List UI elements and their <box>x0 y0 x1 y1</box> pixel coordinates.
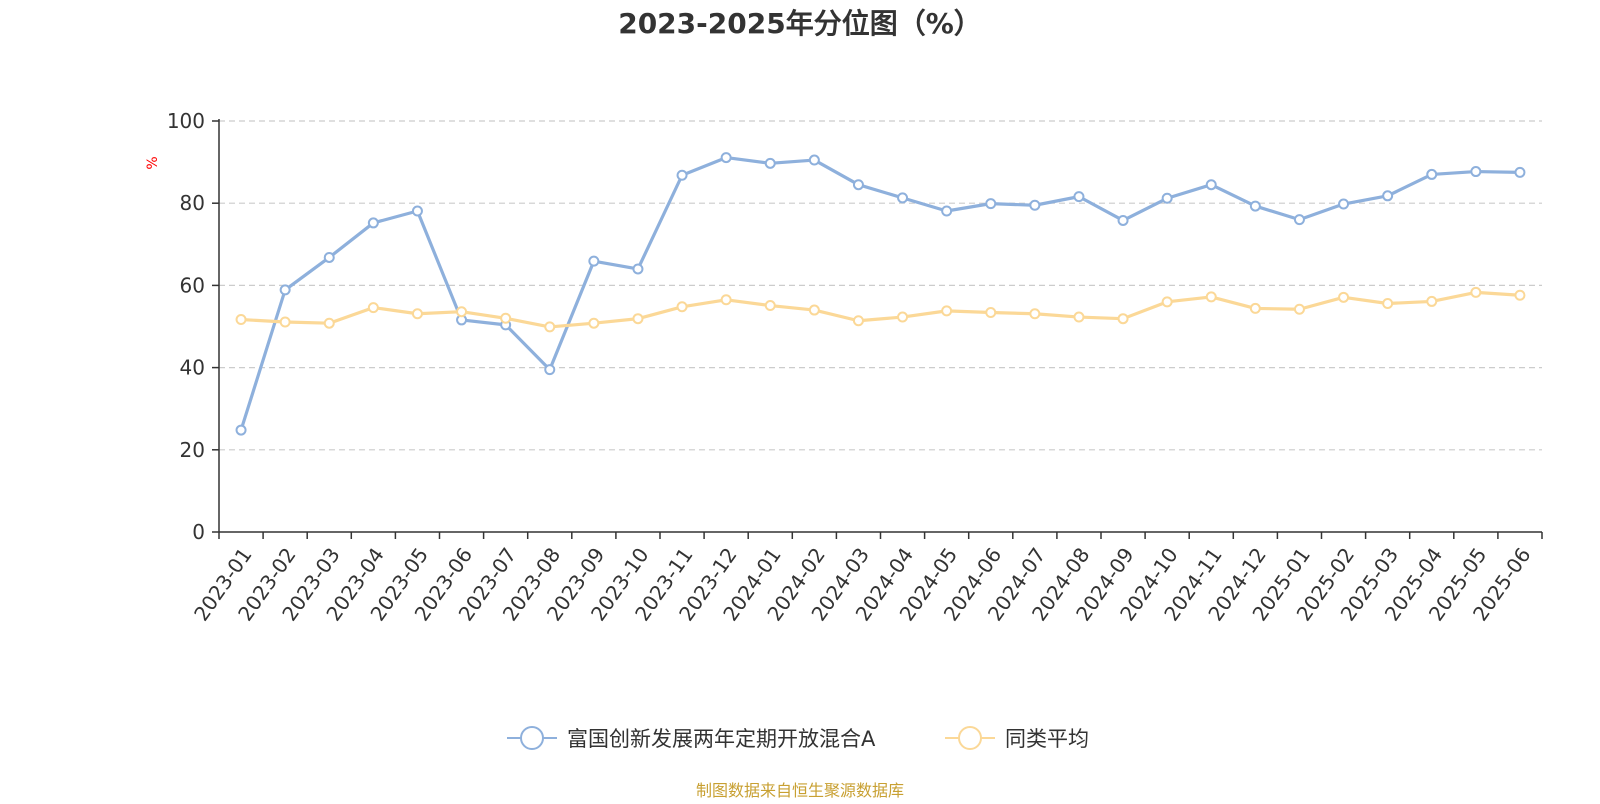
series-1-point[interactable] <box>544 321 556 333</box>
series-0-point[interactable] <box>1161 192 1173 204</box>
series-0-point[interactable] <box>235 424 247 436</box>
series-0-point[interactable] <box>1249 200 1261 212</box>
series-0-point[interactable] <box>1514 166 1526 178</box>
series-1-point[interactable] <box>1382 297 1394 309</box>
series-lines <box>235 152 1526 436</box>
legend-label: 同类平均 <box>1005 727 1089 751</box>
series-0-point[interactable] <box>985 198 997 210</box>
series-1-point[interactable] <box>808 304 820 316</box>
series-0-point[interactable] <box>1470 166 1482 178</box>
series-0-point[interactable] <box>544 364 556 376</box>
series-0-point[interactable] <box>1338 198 1350 210</box>
series-0-point[interactable] <box>808 154 820 166</box>
data-source-note: 制图数据来自恒生聚源数据库 <box>696 781 904 800</box>
series-0-point[interactable] <box>941 205 953 217</box>
series-1-point[interactable] <box>500 312 512 324</box>
chart-title: 2023-2025年分位图（%） <box>618 7 982 40</box>
series-line-0 <box>239 155 1520 431</box>
series-0-point[interactable] <box>1117 214 1129 226</box>
series-0-point[interactable] <box>323 251 335 263</box>
series-1-point[interactable] <box>588 317 600 329</box>
series-0-point[interactable] <box>632 263 644 275</box>
series-0-point[interactable] <box>1029 199 1041 211</box>
legend-swatch-marker <box>958 726 982 750</box>
grid-lines <box>219 120 1542 451</box>
y-tick-label: 60 <box>180 273 205 297</box>
y-tick-label: 20 <box>180 438 205 462</box>
series-0-point[interactable] <box>411 205 423 217</box>
series-1-point[interactable] <box>720 294 732 306</box>
y-tick-label: 80 <box>180 191 205 215</box>
legend-item-1[interactable]: 同类平均 <box>945 726 1089 751</box>
series-1-point[interactable] <box>279 316 291 328</box>
series-1-point[interactable] <box>1426 295 1438 307</box>
legend-swatch-marker <box>520 726 544 750</box>
series-0-point[interactable] <box>1293 214 1305 226</box>
series-0-point[interactable] <box>1205 179 1217 191</box>
series-1-point[interactable] <box>1514 289 1526 301</box>
series-1-point[interactable] <box>1338 291 1350 303</box>
series-0-point[interactable] <box>1426 168 1438 180</box>
series-1-point[interactable] <box>1249 302 1261 314</box>
y-axis-unit-label: % <box>145 156 161 169</box>
series-1-point[interactable] <box>1293 303 1305 315</box>
y-tick-label: 0 <box>192 520 205 544</box>
legend-label: 富国创新发展两年定期开放混合A <box>567 727 876 751</box>
series-1-point[interactable] <box>764 300 776 312</box>
legend[interactable]: 富国创新发展两年定期开放混合A 同类平均 <box>507 726 1089 751</box>
series-1-point[interactable] <box>1205 291 1217 303</box>
series-1-point[interactable] <box>1029 308 1041 320</box>
series-1-point[interactable] <box>456 306 468 318</box>
series-1-point[interactable] <box>323 317 335 329</box>
series-0-point[interactable] <box>588 255 600 267</box>
series-1-point[interactable] <box>367 302 379 314</box>
series-1-point[interactable] <box>941 305 953 317</box>
series-1-point[interactable] <box>1117 313 1129 325</box>
series-1-point[interactable] <box>632 313 644 325</box>
series-0-point[interactable] <box>367 217 379 229</box>
series-0-point[interactable] <box>897 192 909 204</box>
series-1-point[interactable] <box>1161 296 1173 308</box>
series-1-point[interactable] <box>235 314 247 326</box>
series-1-point[interactable] <box>411 308 423 320</box>
series-0-point[interactable] <box>852 179 864 191</box>
legend-item-0[interactable]: 富国创新发展两年定期开放混合A <box>507 726 876 751</box>
series-0-point[interactable] <box>676 169 688 181</box>
series-1-point[interactable] <box>676 301 688 313</box>
series-line-1 <box>240 290 1521 329</box>
series-1-point[interactable] <box>852 315 864 327</box>
series-1-point[interactable] <box>985 307 997 319</box>
series-0-point[interactable] <box>279 284 291 296</box>
series-1-point[interactable] <box>1470 286 1482 298</box>
y-tick-label: 100 <box>167 109 205 133</box>
series-1-point[interactable] <box>1073 311 1085 323</box>
series-0-point[interactable] <box>720 152 732 164</box>
y-tick-label: 40 <box>180 356 205 380</box>
series-0-point[interactable] <box>764 157 776 169</box>
series-0-point[interactable] <box>1382 190 1394 202</box>
series-0-point[interactable] <box>1073 191 1085 203</box>
series-1-point[interactable] <box>897 311 909 323</box>
